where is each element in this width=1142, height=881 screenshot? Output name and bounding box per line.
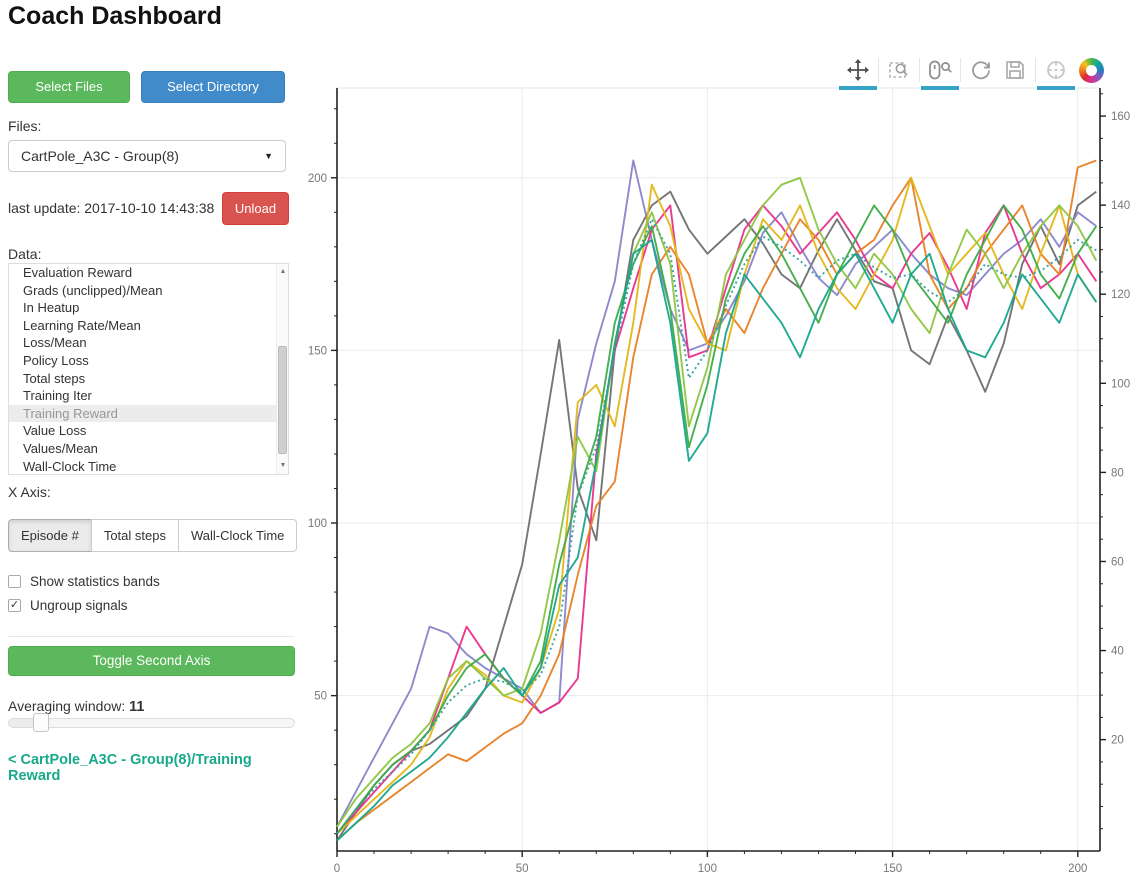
svg-text:50: 50	[516, 863, 529, 875]
data-list-item[interactable]: Value Loss	[23, 423, 87, 439]
series-worker-4-gold	[336, 176, 1098, 835]
page-title: Coach Dashboard	[8, 2, 222, 30]
svg-text:80: 80	[1111, 467, 1124, 479]
plot-panel: 50 100 150 200 0 50 100 150 200 20 40 60 80 100 120 140…	[300, 0, 1142, 881]
x-axis-button-group: Episode # Total steps Wall-Clock Time	[8, 519, 298, 552]
svg-text:40: 40	[1111, 646, 1124, 658]
data-list-item[interactable]: In Heatup	[23, 300, 80, 316]
toolbar-separator	[960, 58, 961, 82]
slider-handle[interactable]	[33, 713, 49, 732]
toolbar-separator	[878, 58, 879, 82]
data-list-items: Evaluation Reward Grads (unclipped)/Mean I…	[9, 264, 288, 474]
chevron-down-icon: ▼	[264, 151, 273, 161]
checkbox-group: Show statistics bands ✓ Ungroup signals	[8, 574, 160, 622]
checkbox-row[interactable]: ✓ Ungroup signals	[8, 598, 160, 613]
data-list-item[interactable]: Training Iter	[23, 388, 92, 404]
svg-text:20: 20	[1111, 735, 1124, 747]
data-list-scrollbar[interactable]: ▲ ▼	[276, 264, 288, 474]
toolbar-separator	[1035, 58, 1036, 82]
data-list-item[interactable]: Learning Rate/Mean	[23, 317, 141, 333]
bokeh-logo[interactable]	[1079, 57, 1104, 83]
data-list-item[interactable]: Loss/Mean	[23, 335, 87, 351]
scroll-down-icon[interactable]: ▼	[279, 462, 287, 469]
divider	[8, 636, 295, 638]
files-dropdown-value: CartPole_A3C - Group(8)	[21, 148, 179, 164]
svg-text:150: 150	[308, 345, 327, 357]
svg-text:120: 120	[1111, 289, 1130, 301]
svg-text:60: 60	[1111, 556, 1124, 568]
x-axis-label: X Axis:	[8, 484, 51, 500]
checkbox[interactable]	[8, 575, 21, 588]
averaging-window-slider[interactable]	[8, 713, 295, 732]
svg-text:200: 200	[1068, 863, 1087, 875]
series-worker-5-yellowgreen	[336, 176, 1098, 828]
select-directory-button[interactable]: Select Directory	[141, 71, 285, 103]
unload-button[interactable]: Unload	[222, 192, 289, 225]
save-icon[interactable]	[1002, 57, 1028, 83]
data-list-item[interactable]: Values/Mean	[23, 440, 98, 456]
data-list-item[interactable]: Training Reward	[9, 404, 288, 423]
checkbox-row[interactable]: Show statistics bands	[8, 574, 160, 589]
data-list-item[interactable]: Total steps	[23, 370, 86, 386]
series-worker-7-teal	[336, 238, 1098, 842]
data-list-item[interactable]: Wall-Clock Time	[23, 458, 117, 474]
averaging-window-value: 11	[129, 699, 145, 715]
x-axis-option-button[interactable]: Total steps	[90, 519, 179, 552]
svg-text:50: 50	[314, 691, 327, 703]
data-list-item[interactable]: Evaluation Reward	[23, 265, 133, 280]
data-label: Data:	[8, 246, 42, 262]
files-label: Files:	[8, 118, 42, 134]
svg-text:160: 160	[1111, 111, 1130, 123]
toolbar-separator	[919, 58, 920, 82]
series-mean-dashed	[336, 218, 1097, 835]
averaging-window-label: Averaging window: 11	[8, 698, 145, 715]
checkbox-label: Show statistics bands	[30, 574, 160, 589]
training-reward-chart[interactable]: 50 100 150 200 0 50 100 150 200 20 40 60 80 100 120 140…	[300, 0, 1142, 881]
reset-icon[interactable]	[968, 57, 994, 83]
scrollbar-thumb[interactable]	[278, 346, 287, 454]
files-dropdown[interactable]: CartPole_A3C - Group(8) ▼	[8, 140, 286, 172]
bokeh-toolbar	[839, 57, 1104, 90]
svg-text:150: 150	[883, 863, 902, 875]
svg-text:0: 0	[334, 863, 340, 875]
box-zoom-icon[interactable]	[886, 57, 912, 83]
svg-text:100: 100	[1111, 378, 1130, 390]
select-files-button[interactable]: Select Files	[8, 71, 130, 103]
x-axis-option-button[interactable]: Episode #	[8, 519, 92, 552]
checkbox[interactable]: ✓	[8, 599, 21, 612]
series-worker-6-green	[336, 204, 1098, 835]
breadcrumb-link[interactable]: < CartPole_A3C - Group(8)/Training Rewar…	[8, 752, 252, 784]
series-worker-2-magenta	[336, 204, 1098, 835]
data-list[interactable]: Evaluation Reward Grads (unclipped)/Mean I…	[8, 263, 289, 475]
scroll-up-icon[interactable]: ▲	[279, 268, 287, 275]
svg-text:140: 140	[1111, 200, 1130, 212]
slider-fill	[9, 719, 39, 727]
series-worker-3-orange	[336, 159, 1097, 842]
svg-text:100: 100	[698, 863, 717, 875]
wheel-zoom-icon[interactable]	[921, 57, 959, 90]
series-worker-0-gray	[336, 190, 1097, 842]
pan-tool-icon[interactable]	[839, 57, 877, 90]
toggle-second-axis-button[interactable]: Toggle Second Axis	[8, 646, 295, 676]
data-list-item[interactable]: Policy Loss	[23, 352, 89, 368]
data-list-item[interactable]: Grads (unclipped)/Mean	[23, 282, 163, 298]
last-update-text: last update: 2017-10-10 14:43:38	[8, 200, 215, 216]
series-worker-1-purple	[336, 159, 1097, 828]
sidebar: Coach Dashboard Select Files Select Dire…	[0, 0, 300, 881]
x-axis-option-button[interactable]: Wall-Clock Time	[177, 519, 298, 552]
checkbox-label: Ungroup signals	[30, 598, 128, 613]
svg-text:200: 200	[308, 173, 327, 185]
hover-icon[interactable]	[1037, 57, 1075, 90]
svg-text:100: 100	[308, 518, 327, 530]
